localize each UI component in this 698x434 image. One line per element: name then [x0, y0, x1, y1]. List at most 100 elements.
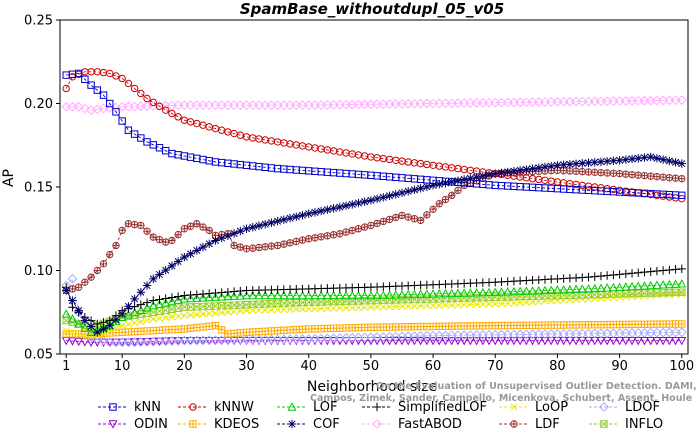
legend-label-cof: COF [313, 417, 340, 432]
legend-label-inflo: INFLO [625, 417, 663, 432]
point-ldf-cross [610, 170, 617, 177]
point-lof [316, 290, 326, 300]
point-ldf-cross [622, 170, 630, 178]
point-cof [640, 153, 649, 162]
point-kdeos [367, 323, 375, 331]
point-cof [671, 158, 680, 167]
point-knnw [62, 84, 70, 93]
point-ldof [67, 273, 78, 284]
point-ldf [398, 211, 406, 220]
point-knnw [137, 89, 145, 98]
point-lof [130, 307, 140, 317]
point-ldf-cross [255, 244, 263, 251]
point-kdeos [516, 321, 524, 330]
point-odin [552, 336, 562, 346]
point-ldf-cross [355, 225, 362, 232]
series-inflo [61, 288, 687, 331]
point-kdeos [273, 326, 282, 335]
point-cof [74, 306, 83, 315]
point-simplifiedlof [609, 270, 618, 280]
point-ldf [292, 237, 300, 246]
y-tick-label: 0.10 [24, 264, 53, 279]
point-lof [391, 290, 401, 299]
point-ldf [162, 238, 170, 246]
point-cof [665, 156, 674, 166]
point-kdeos [180, 325, 189, 333]
point-loop [155, 314, 164, 322]
point-knn [81, 75, 89, 83]
point-lof [291, 290, 301, 300]
point-inflo [279, 299, 289, 307]
x-tick-label: 70 [487, 359, 504, 374]
point-cof [677, 159, 686, 168]
point-loop [441, 301, 450, 309]
series-line-lof [65, 283, 682, 333]
point-cof [136, 288, 146, 297]
point-loop [342, 304, 350, 312]
point-kdeos [143, 327, 151, 335]
point-kdeos [671, 320, 680, 328]
point-kdeos [137, 327, 145, 335]
point-ldf-cross [616, 170, 623, 177]
x-tick-label: 50 [363, 359, 380, 374]
point-lof [329, 290, 339, 300]
point-cof [80, 316, 90, 325]
point-loop [280, 306, 288, 314]
point-lof [148, 300, 158, 310]
point-knnw [174, 113, 182, 121]
point-simplifiedlof [665, 265, 674, 275]
point-simplifiedlof [223, 287, 233, 297]
point-simplifiedlof [621, 269, 631, 279]
point-cof [323, 205, 332, 214]
point-ldf [566, 167, 574, 175]
point-simplifiedlof [590, 272, 599, 281]
point-knnw [217, 126, 226, 134]
point-ldf-cross [280, 240, 288, 248]
point-ldf-cross [429, 206, 437, 213]
point-ldf [609, 169, 618, 178]
point-lof [422, 289, 432, 298]
series-knnw [62, 68, 686, 203]
point-ldf-cross [293, 238, 300, 245]
point-ldf-cross [206, 227, 213, 234]
point-ldf-cross [386, 216, 393, 223]
point-inflo [615, 290, 625, 298]
point-ldf [665, 173, 674, 182]
point-cof [565, 160, 575, 169]
point-ldf [329, 231, 338, 239]
point-simplifiedlof [198, 289, 208, 299]
point-ldf-cross [597, 169, 605, 176]
point-kdeos [174, 325, 182, 333]
point-lof [565, 284, 575, 294]
point-ldf-cross [591, 169, 598, 176]
point-odin [503, 336, 513, 346]
point-ldf [671, 174, 680, 182]
watermark: Campos, Zimek, Sander, Campello, Micenko… [310, 393, 692, 404]
plot-area [61, 68, 687, 348]
point-inflo [204, 302, 214, 310]
point-lof [204, 292, 214, 302]
point-ldf [230, 241, 238, 250]
point-ldf [659, 173, 667, 181]
point-loop [665, 290, 673, 299]
point-cof [484, 170, 494, 180]
point-ldf-cross [187, 223, 194, 230]
point-lof [552, 285, 562, 294]
point-ldf-cross [106, 251, 113, 258]
point-lof [385, 290, 395, 299]
point-kdeos [193, 323, 201, 332]
point-lof [260, 290, 270, 300]
point-knnw [124, 79, 133, 88]
point-kdeos [448, 322, 456, 330]
point-knnw [130, 84, 139, 93]
point-kdeos [336, 324, 344, 332]
x-axis-label: Neighborhood size [307, 379, 437, 395]
point-kdeos [404, 323, 412, 331]
point-cof [354, 198, 363, 208]
legend-marker-knnw [189, 403, 197, 411]
series-line-ldf [66, 169, 682, 291]
point-fastabod [676, 95, 687, 106]
point-ldf-cross [436, 200, 443, 207]
point-odin [484, 336, 494, 346]
point-ldf [448, 191, 456, 200]
